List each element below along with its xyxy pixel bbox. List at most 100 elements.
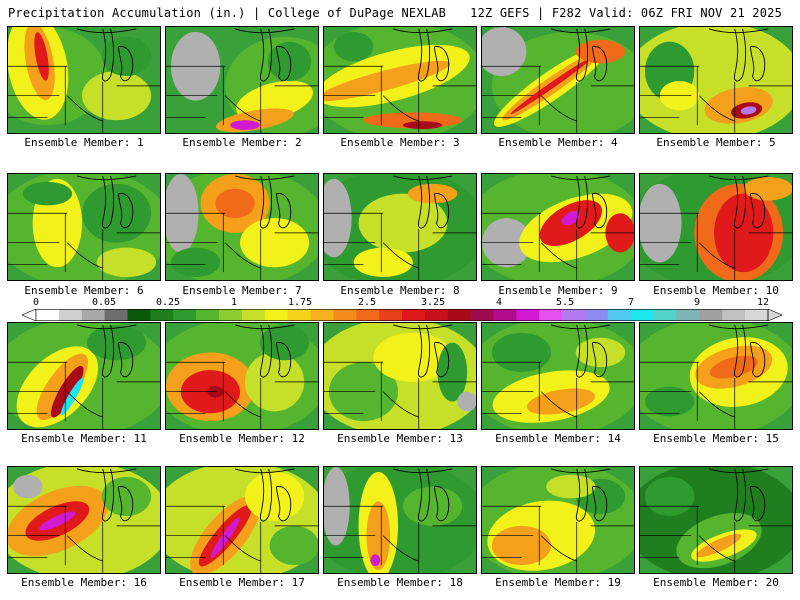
lake-outline xyxy=(276,342,292,378)
state-border xyxy=(8,65,160,133)
member-label: Ensemble Member: 9 xyxy=(498,284,618,297)
precip-area xyxy=(358,193,448,253)
precip-area xyxy=(267,41,312,81)
colorbar-tick: 1.75 xyxy=(287,297,313,308)
precip-area xyxy=(575,39,626,64)
precip-area xyxy=(402,121,443,130)
precip-area xyxy=(22,181,73,206)
lake-outline xyxy=(434,46,450,82)
precip-area xyxy=(714,193,774,273)
ensemble-member-map-11 xyxy=(7,322,161,430)
state-border xyxy=(166,65,318,133)
lake-outline xyxy=(101,324,115,378)
member-label: Ensemble Member: 1 xyxy=(24,136,144,149)
lake-outline xyxy=(276,46,292,82)
lake-outline xyxy=(276,486,292,522)
lake-outline xyxy=(118,342,134,378)
state-border xyxy=(166,361,318,429)
colorbar-swatch xyxy=(127,309,151,321)
colorbar-swatch xyxy=(356,309,380,321)
precip-area xyxy=(373,332,453,382)
colorbar-tick: 9 xyxy=(693,297,701,308)
lake-outline xyxy=(101,28,115,82)
state-border xyxy=(8,361,160,429)
lake-outline xyxy=(234,324,295,330)
colorbar-left-arrow xyxy=(22,309,37,321)
lake-outline xyxy=(575,28,589,82)
ensemble-member-map-12 xyxy=(165,322,319,430)
precip-area xyxy=(482,27,527,77)
lake-outline xyxy=(392,324,453,330)
member-label: Ensemble Member: 15 xyxy=(653,432,779,445)
ensemble-member-map-1 xyxy=(7,26,161,134)
state-border xyxy=(482,65,634,133)
state-border xyxy=(8,505,160,573)
ensemble-member-map-5 xyxy=(639,26,793,134)
ensemble-member-map-17 xyxy=(165,466,319,574)
lake-outline xyxy=(276,193,292,229)
precip-area xyxy=(34,32,49,81)
member-label: Ensemble Member: 18 xyxy=(337,576,463,589)
lake-outline xyxy=(259,324,273,378)
precip-area xyxy=(244,471,305,521)
ensemble-member-map-20 xyxy=(639,466,793,574)
precip-area xyxy=(696,533,742,558)
colorbar-swatch xyxy=(699,309,723,321)
precip-area xyxy=(575,337,626,368)
colorbar-right-arrow xyxy=(767,309,782,321)
member-label: Ensemble Member: 4 xyxy=(498,136,618,149)
colorbar-swatch xyxy=(470,309,494,321)
lake-outline xyxy=(118,486,134,522)
lake-outline xyxy=(417,468,431,522)
colorbar-swatch xyxy=(310,309,334,321)
lake-outline xyxy=(417,175,431,229)
precip-area xyxy=(407,183,458,204)
map-title: Precipitation Accumulation (in.) | Colle… xyxy=(8,6,447,20)
member-label: Ensemble Member: 17 xyxy=(179,576,305,589)
lake-outline xyxy=(575,324,589,378)
run-info: 12Z GEFS | F282 Valid: 06Z FRI NOV 21 20… xyxy=(470,6,782,20)
colorbar-tick: 0 xyxy=(32,297,40,308)
colorbar-swatch xyxy=(447,309,471,321)
precip-area xyxy=(743,176,792,201)
precip-area xyxy=(101,476,152,517)
precip-area xyxy=(333,31,374,62)
lake-outline xyxy=(708,28,769,34)
colorbar-swatch xyxy=(150,309,174,321)
precip-area xyxy=(82,71,152,121)
precip-area xyxy=(709,355,758,379)
lake-outline xyxy=(101,175,115,229)
state-border xyxy=(482,505,634,573)
lake-outline xyxy=(733,468,747,522)
lake-outline xyxy=(259,28,273,82)
state-border xyxy=(640,505,792,573)
lake-outline xyxy=(592,486,608,522)
state-border xyxy=(640,65,792,133)
precip-area xyxy=(170,247,221,278)
colorbar-tick: 3.25 xyxy=(420,297,446,308)
colorbar-swatch xyxy=(424,309,449,321)
precip-area xyxy=(324,60,451,102)
colorbar-swatch xyxy=(173,309,197,321)
precip-area xyxy=(259,324,310,361)
colorbar-tick: 7 xyxy=(627,297,635,308)
ensemble-member-map-7 xyxy=(165,173,319,281)
lake-outline xyxy=(550,175,611,181)
lake-outline xyxy=(750,342,766,378)
lake-outline xyxy=(417,324,431,378)
ensemble-member-map-2 xyxy=(165,26,319,134)
colorbar-swatch xyxy=(539,309,563,321)
lake-outline xyxy=(708,324,769,330)
member-label: Ensemble Member: 7 xyxy=(182,284,302,297)
lake-outline xyxy=(392,28,453,34)
lake-outline xyxy=(434,486,450,522)
ensemble-member-map-10 xyxy=(639,173,793,281)
member-label: Ensemble Member: 20 xyxy=(653,576,779,589)
precip-area xyxy=(561,211,580,226)
precip-area xyxy=(215,188,255,219)
ensemble-member-map-9 xyxy=(481,173,635,281)
precip-area xyxy=(101,36,152,77)
ensemble-member-map-8 xyxy=(323,173,477,281)
precip-area xyxy=(644,476,695,517)
member-label: Ensemble Member: 11 xyxy=(21,432,147,445)
